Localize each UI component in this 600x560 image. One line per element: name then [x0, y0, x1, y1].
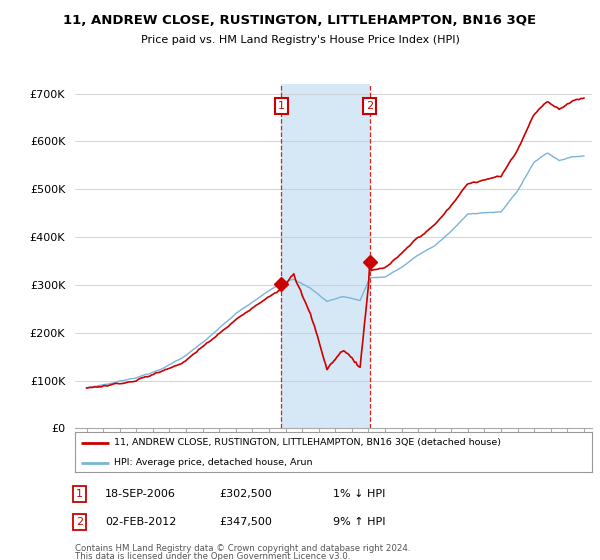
Bar: [281, 84, 370, 428]
Text: 02-FEB-2012: 02-FEB-2012: [105, 517, 176, 527]
Text: 1: 1: [278, 101, 285, 111]
Text: £347,500: £347,500: [219, 517, 272, 527]
Text: Price paid vs. HM Land Registry's House Price Index (HPI): Price paid vs. HM Land Registry's House …: [140, 35, 460, 45]
Text: 18-SEP-2006: 18-SEP-2006: [105, 489, 176, 499]
Text: 9% ↑ HPI: 9% ↑ HPI: [333, 517, 386, 527]
Text: £302,500: £302,500: [219, 489, 272, 499]
Text: 1: 1: [76, 489, 83, 499]
Text: 1% ↓ HPI: 1% ↓ HPI: [333, 489, 385, 499]
Text: 11, ANDREW CLOSE, RUSTINGTON, LITTLEHAMPTON, BN16 3QE (detached house): 11, ANDREW CLOSE, RUSTINGTON, LITTLEHAMP…: [114, 438, 501, 447]
Text: 11, ANDREW CLOSE, RUSTINGTON, LITTLEHAMPTON, BN16 3QE: 11, ANDREW CLOSE, RUSTINGTON, LITTLEHAMP…: [64, 14, 536, 27]
Text: 2: 2: [76, 517, 83, 527]
Text: HPI: Average price, detached house, Arun: HPI: Average price, detached house, Arun: [114, 459, 312, 468]
Text: Contains HM Land Registry data © Crown copyright and database right 2024.: Contains HM Land Registry data © Crown c…: [75, 544, 410, 553]
Text: This data is licensed under the Open Government Licence v3.0.: This data is licensed under the Open Gov…: [75, 552, 350, 560]
Text: 2: 2: [366, 101, 373, 111]
